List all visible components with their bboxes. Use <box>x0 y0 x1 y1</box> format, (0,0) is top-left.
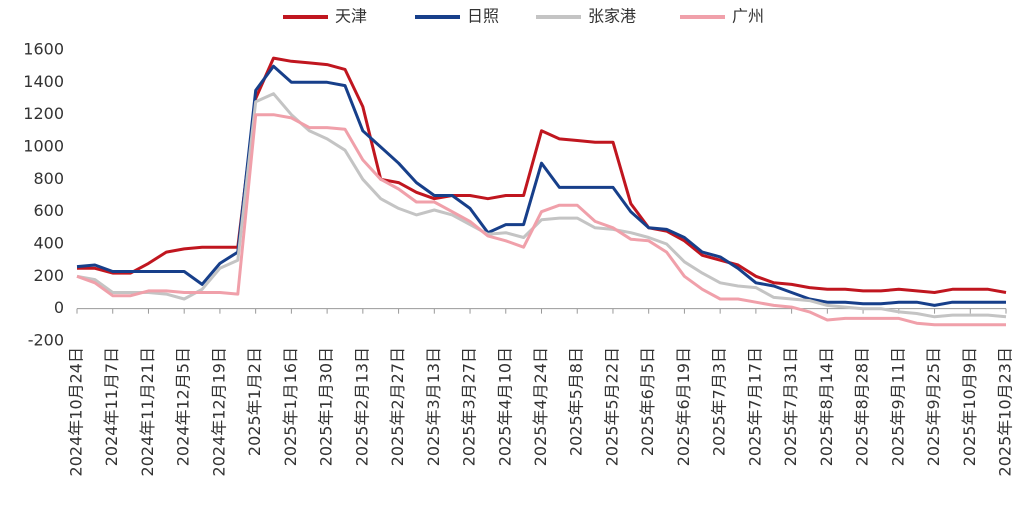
y-tick-label: 200 <box>33 266 64 285</box>
x-tick-label: 2025年1月30日 <box>317 347 336 466</box>
series-line <box>77 56 1007 294</box>
x-tick-label: 2025年8月14日 <box>817 347 836 466</box>
x-tick-label: 2025年3月27日 <box>460 347 479 466</box>
x-tick-label: 2024年10月24日 <box>67 347 86 476</box>
y-tick-label: 1400 <box>23 72 64 91</box>
x-tick-label: 2025年10月23日 <box>996 347 1015 476</box>
x-tick-label: 2025年6月5日 <box>638 347 657 456</box>
legend-label: 张家港 <box>588 7 636 26</box>
legend-label: 日照 <box>467 7 499 26</box>
x-tick-label: 2024年12月5日 <box>174 347 193 466</box>
x-tick-label: 2025年7月17日 <box>745 347 764 466</box>
y-tick-label: 0 <box>54 298 64 317</box>
legend-label: 天津 <box>335 7 367 26</box>
x-tick-label: 2025年10月9日 <box>960 347 979 466</box>
x-tick-label: 2025年3月13日 <box>424 347 443 466</box>
y-tick-label: 1200 <box>23 104 64 123</box>
y-tick-label: 1600 <box>23 40 64 59</box>
series-line <box>76 64 1006 307</box>
x-tick-label: 2025年8月28日 <box>853 347 872 466</box>
x-tick-label: 2025年9月25日 <box>924 347 943 466</box>
x-tick-label: 2025年2月27日 <box>388 347 407 466</box>
x-tick-label: 2025年7月31日 <box>781 347 800 466</box>
x-tick-label: 2025年4月10日 <box>495 347 514 466</box>
x-tick-label: 2025年4月24日 <box>531 347 550 466</box>
x-tick-label: 2025年1月16日 <box>281 347 300 466</box>
y-tick-label: -200 <box>28 331 64 350</box>
x-tick-label: 2025年1月2日 <box>245 347 264 456</box>
legend-label: 广州 <box>732 7 764 26</box>
x-tick-label: 2024年11月7日 <box>102 347 121 466</box>
x-tick-label: 2025年7月3日 <box>710 347 729 456</box>
x-tick-label: 2024年11月21日 <box>138 347 157 476</box>
series-line <box>76 113 1006 327</box>
y-tick-label: 1000 <box>23 137 64 156</box>
x-tick-label: 2025年5月8日 <box>567 347 586 456</box>
y-tick-label: 400 <box>33 234 64 253</box>
x-tick-label: 2025年2月13日 <box>352 347 371 466</box>
x-tick-label: 2025年5月22日 <box>602 347 621 466</box>
y-tick-label: 600 <box>33 201 64 220</box>
y-tick-label: 800 <box>33 169 64 188</box>
x-tick-label: 2025年6月19日 <box>674 347 693 466</box>
series-line <box>76 92 1007 319</box>
x-tick-label: 2024年12月19日 <box>209 347 228 476</box>
x-tick-label: 2025年9月11日 <box>888 347 907 466</box>
